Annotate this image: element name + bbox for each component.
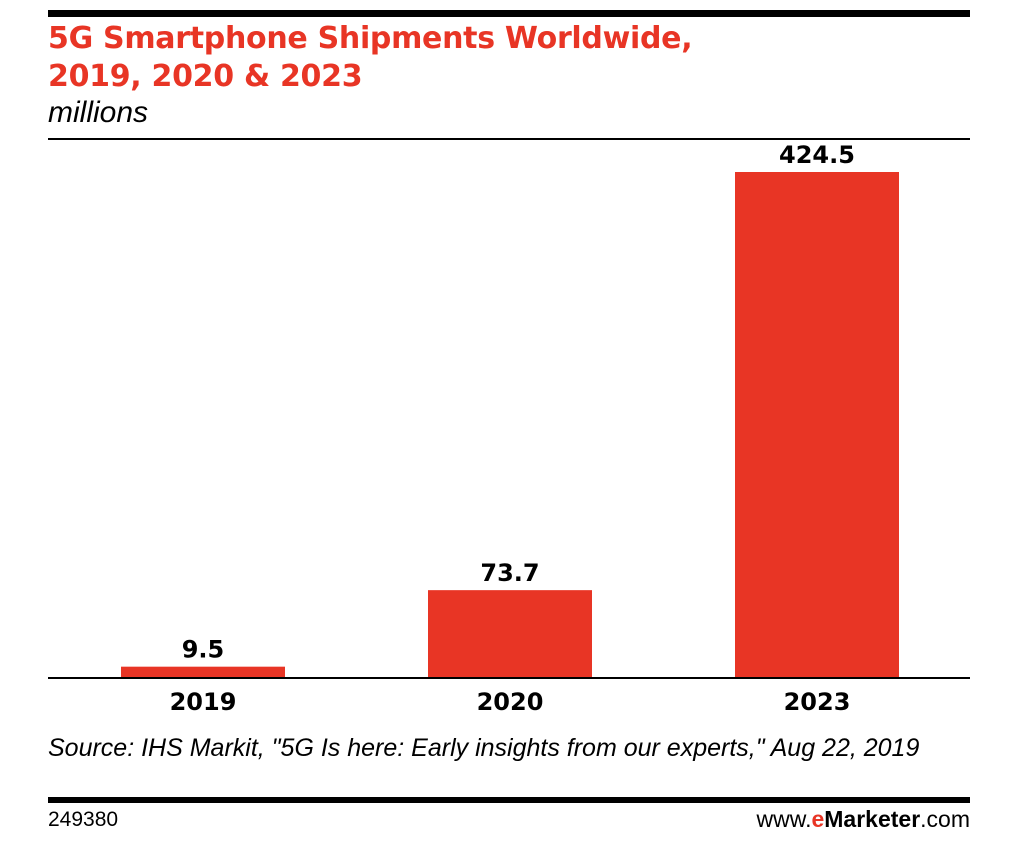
category-label-2019: 2019: [170, 688, 237, 716]
chart-subtitle: millions: [48, 96, 149, 129]
brand-suffix: .com: [920, 806, 970, 832]
brand-prefix: www.: [756, 806, 812, 832]
category-label-2020: 2020: [477, 688, 544, 716]
category-label-2023: 2023: [784, 688, 851, 716]
chart-title-line-2: 2019, 2020 & 2023: [48, 59, 363, 94]
bar-chart: 9.5 2019 73.7 2020 424.5 2023: [48, 141, 970, 716]
value-label-2019: 9.5: [182, 636, 225, 664]
brand-e: e: [811, 806, 825, 832]
source-note: Source: IHS Markit, "5G Is here: Early i…: [48, 734, 920, 762]
bar-2020: [428, 590, 592, 678]
bar-2019: [121, 666, 285, 678]
value-label-2023: 424.5: [779, 141, 855, 169]
chart-id: 249380: [48, 808, 119, 831]
header-divider: [48, 138, 970, 140]
chart-title-line-1: 5G Smartphone Shipments Worldwide,: [48, 21, 693, 56]
top-rule: [48, 10, 970, 17]
brand-url[interactable]: www.eMarketer.com: [757, 805, 970, 833]
value-label-2020: 73.7: [480, 559, 539, 587]
brand-name: Marketer: [824, 806, 921, 832]
bar-2023: [735, 172, 899, 678]
footer-rule: [48, 797, 970, 803]
chart-title: 5G Smartphone Shipments Worldwide, 2019,…: [48, 20, 968, 96]
